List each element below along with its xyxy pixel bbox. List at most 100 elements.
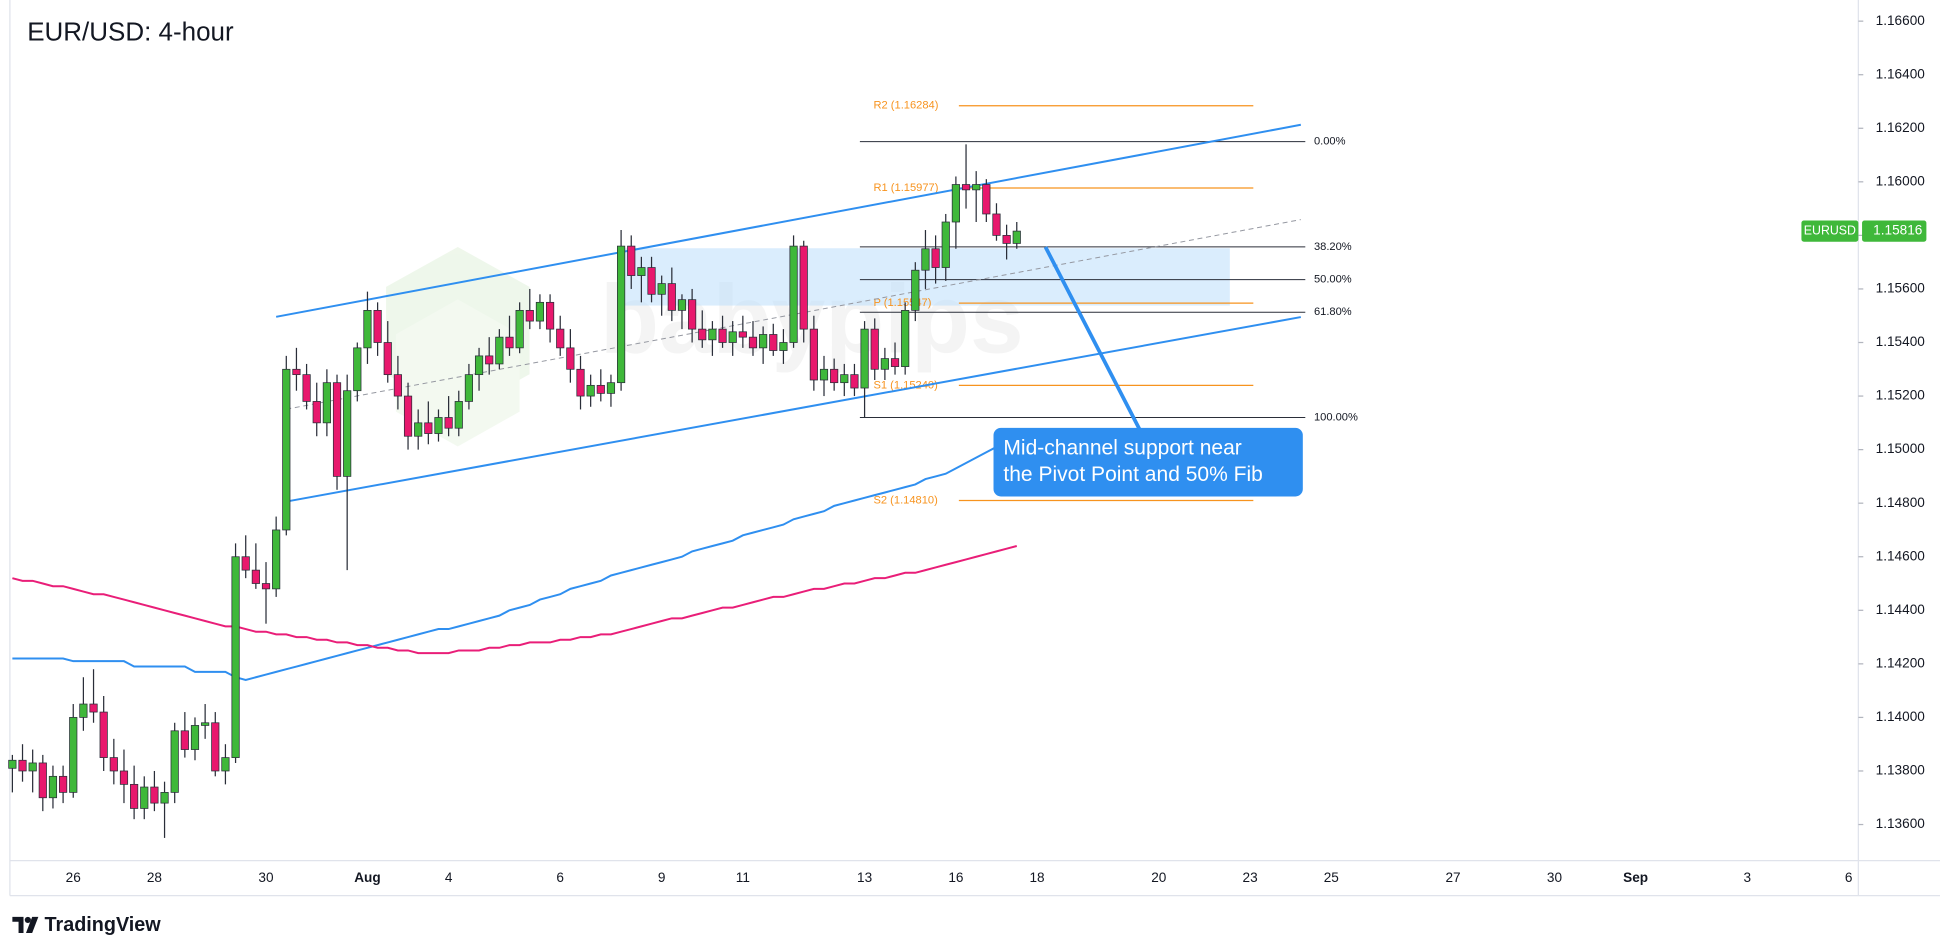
candle-body	[708, 328, 717, 341]
x-tick-label: 9	[658, 870, 666, 885]
y-tick-label: 1.16400	[1876, 66, 1926, 81]
y-tick-label: 1.16000	[1876, 173, 1926, 188]
candle-body	[911, 269, 920, 311]
candle-body	[292, 368, 301, 376]
candle-body	[535, 301, 545, 322]
candle-body	[941, 221, 950, 268]
candle-body	[322, 382, 331, 424]
fib-label: 50.00%	[1314, 274, 1352, 286]
footer-brand: TradingView	[45, 914, 162, 936]
y-tick-label: 1.16200	[1876, 120, 1926, 135]
candle-body	[515, 309, 524, 349]
x-tick-label: 27	[1445, 870, 1460, 885]
candle-body	[606, 382, 616, 394]
candle-body	[505, 336, 514, 349]
symbol-label: EURUSD	[1804, 223, 1856, 237]
candle-body	[353, 347, 362, 392]
y-tick-label: 1.15000	[1876, 441, 1926, 456]
candle-body	[414, 422, 423, 437]
candle-body	[627, 245, 636, 276]
x-tick-label: 28	[147, 870, 162, 885]
logo-mark	[12, 916, 24, 934]
candle-body	[140, 786, 149, 809]
candle-body	[28, 762, 37, 772]
x-tick-label: 6	[1845, 870, 1853, 885]
x-tick-label: 13	[857, 870, 872, 885]
x-tick-label: 16	[948, 870, 963, 885]
x-tick-label: 4	[445, 870, 453, 885]
candle-body	[637, 267, 646, 276]
candle-body	[373, 309, 382, 343]
candle-body	[809, 328, 818, 381]
candle-body	[363, 309, 372, 349]
candle-body	[545, 301, 555, 330]
x-tick-label: 18	[1029, 870, 1044, 885]
y-tick-label: 1.14200	[1876, 655, 1926, 670]
x-tick-label: 3	[1743, 870, 1751, 885]
pivot-label: S1 (1.15240)	[873, 379, 938, 391]
candle-body	[201, 722, 210, 726]
candle-body	[444, 417, 453, 429]
candle-body	[221, 757, 230, 772]
x-tick-label: 20	[1151, 870, 1167, 885]
candle-body	[130, 783, 139, 809]
candle-body	[931, 248, 940, 268]
candle-body	[190, 725, 200, 750]
y-tick-label: 1.14600	[1876, 548, 1926, 563]
candle-body	[99, 711, 108, 758]
fib-label: 38.20%	[1314, 241, 1352, 253]
candle-body	[495, 336, 504, 365]
candle-body	[403, 395, 413, 437]
candle-body	[89, 703, 98, 713]
candle-body	[211, 722, 220, 772]
y-tick-label: 1.14000	[1876, 709, 1926, 724]
candle-body	[332, 382, 342, 477]
candle-body	[647, 267, 656, 295]
candle-body	[799, 245, 808, 330]
candle-body	[830, 368, 839, 384]
candle-body	[109, 757, 118, 772]
candle-body	[38, 762, 47, 799]
candle-body	[748, 336, 758, 349]
candle-body	[383, 342, 392, 376]
candle-body	[8, 759, 17, 769]
callout-text: the Pivot Point and 50% Fib	[1003, 463, 1262, 486]
candle-body	[160, 792, 169, 804]
candle-body	[667, 283, 676, 311]
pivot-label: R2 (1.16284)	[873, 100, 938, 112]
pivot-label: S2 (1.14810)	[873, 494, 938, 506]
candle-body	[566, 347, 575, 370]
y-tick-label: 1.15200	[1876, 388, 1926, 403]
candle-body	[434, 417, 443, 434]
symbol-tag	[1801, 220, 1859, 242]
candle-body	[698, 328, 707, 341]
candle-body	[789, 245, 798, 343]
x-tick-label: 11	[736, 870, 750, 885]
fib-label: 61.80%	[1314, 306, 1352, 318]
chart-title: EUR/USD: 4-hour	[27, 17, 234, 47]
candle-body	[657, 283, 666, 295]
moving-average	[12, 545, 1018, 655]
candle-body	[576, 368, 585, 397]
candle-body	[48, 775, 58, 799]
candle-body	[880, 358, 889, 370]
candle-body	[474, 355, 484, 376]
candle-body	[79, 703, 88, 718]
watermark-logo	[395, 299, 520, 447]
candle-body	[485, 355, 494, 365]
candle-body	[596, 384, 605, 394]
candle-body	[251, 569, 260, 584]
candle-body	[69, 717, 78, 793]
candle-body	[18, 759, 27, 772]
candle-body	[860, 328, 869, 389]
candle-body	[617, 245, 626, 384]
candle-body	[972, 184, 981, 191]
candle-body	[272, 529, 281, 590]
candle-body	[302, 374, 311, 402]
candle-body	[738, 331, 747, 338]
candle-body	[870, 328, 879, 370]
candle-body	[343, 390, 352, 477]
x-tick-label: 30	[1547, 870, 1563, 885]
moving-average	[12, 435, 1018, 681]
